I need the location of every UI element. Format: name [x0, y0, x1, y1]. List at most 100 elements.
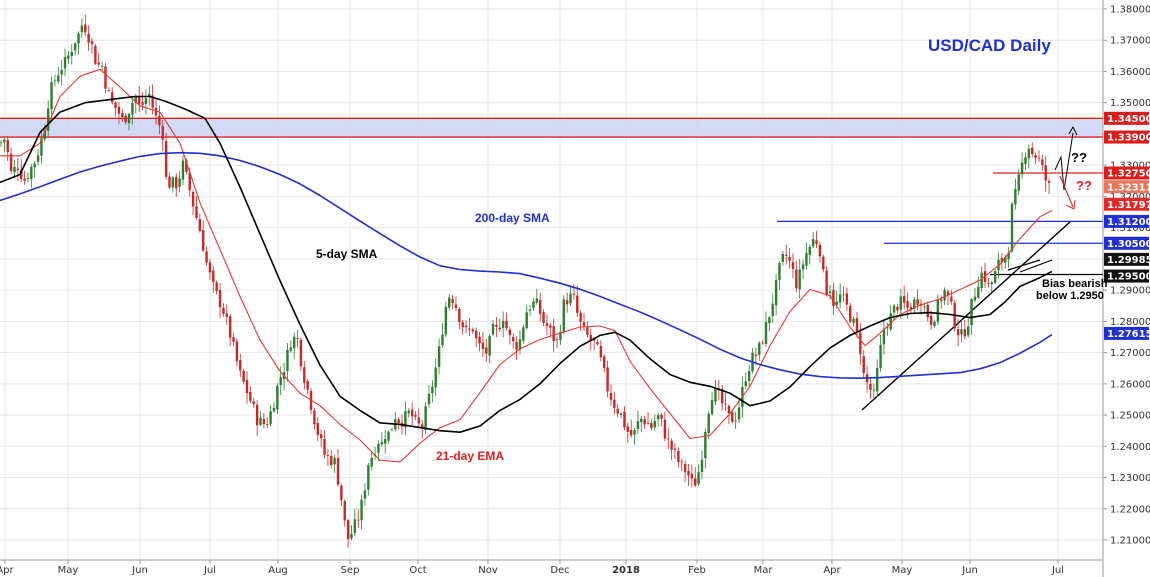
y-tick-label: 1.21000: [1110, 536, 1150, 547]
sma5-line: [0, 95, 1053, 433]
candle-body: [421, 424, 424, 429]
candle-body: [683, 464, 687, 473]
candle-body: [239, 360, 242, 371]
candle-body: [714, 387, 717, 402]
y-tick-label: 1.24000: [1110, 442, 1150, 453]
candle-body: [40, 138, 43, 156]
candle-body: [134, 96, 137, 104]
candle-body: [427, 393, 431, 405]
candle-body: [30, 166, 33, 179]
candle-body: [1027, 148, 1031, 159]
candle-body: [845, 293, 849, 305]
candle-body: [94, 45, 97, 64]
candle-body: [754, 354, 758, 356]
candle-body: [383, 438, 387, 444]
candle-body: [3, 139, 6, 143]
candle-body: [175, 176, 178, 189]
candle-body: [464, 325, 468, 328]
candle-body: [13, 166, 16, 173]
candle-body: [993, 271, 997, 283]
candle-body: [228, 316, 232, 338]
x-tick-label: Jun: [131, 565, 148, 576]
y-tick-label: 1.35000: [1110, 98, 1150, 109]
candle-body: [336, 457, 340, 485]
candle-body: [643, 419, 646, 425]
candle-body: [121, 113, 124, 117]
price-badge-label: 1.33900: [1107, 133, 1150, 144]
x-tick-label: Feb: [688, 565, 706, 576]
candle-body: [700, 459, 704, 472]
candle-body: [46, 108, 50, 131]
candle-body: [838, 294, 842, 303]
candle-body: [448, 297, 451, 308]
price-badge-box: [1104, 197, 1149, 211]
candle-body: [720, 388, 724, 404]
candle-body: [296, 337, 299, 339]
candle-body: [913, 299, 916, 310]
x-tick-label: Apr: [0, 565, 15, 576]
candle-body: [528, 309, 532, 311]
candle-body: [488, 336, 491, 356]
candle-body: [815, 240, 818, 245]
candle-body: [906, 301, 909, 308]
candle-body: [650, 423, 653, 429]
candle-body: [181, 160, 185, 180]
candle-body: [36, 155, 40, 162]
candle-body: [869, 383, 872, 390]
candle-body: [990, 282, 993, 285]
candle-body: [785, 254, 788, 256]
candle-body: [916, 299, 919, 305]
x-tick-label: May: [892, 565, 913, 576]
candle-body: [896, 306, 899, 311]
candle-body: [656, 415, 660, 420]
candle-body: [707, 413, 710, 434]
candle-body: [158, 115, 161, 126]
candle-body: [592, 338, 596, 341]
candle-body: [555, 339, 559, 341]
price-badge-label: 1.34500: [1107, 114, 1150, 125]
sma200-line: [0, 151, 1053, 379]
candle-body: [23, 178, 26, 181]
candle-body: [471, 329, 474, 332]
y-tick-label: 1.29000: [1110, 286, 1150, 297]
y-tick-label: 1.25000: [1110, 411, 1150, 422]
candle-body: [225, 313, 228, 317]
candle-body: [956, 329, 960, 336]
candle-body: [737, 407, 741, 420]
candle-body: [727, 405, 731, 414]
candle-body: [404, 411, 407, 428]
x-tick-label: Jul: [1051, 565, 1064, 576]
candle-body: [380, 441, 384, 445]
candle-body: [518, 339, 522, 350]
sma5-label: 5-day SMA: [316, 247, 378, 261]
candle-body: [485, 347, 488, 354]
candle-body: [232, 337, 235, 342]
candle-body: [124, 115, 127, 123]
candle-body: [1037, 157, 1041, 159]
candle-body: [208, 262, 212, 273]
candle-body: [313, 410, 316, 425]
candle-body: [272, 407, 276, 412]
candle-body: [370, 457, 373, 467]
candle-body: [926, 304, 929, 318]
candle-body: [437, 346, 441, 367]
candle-body: [458, 309, 461, 323]
candle-body: [1031, 147, 1034, 155]
candle-body: [946, 291, 950, 296]
candle-body: [410, 409, 414, 417]
candle-body: [801, 264, 805, 270]
candle-body: [744, 381, 747, 387]
candle-body: [292, 336, 296, 349]
candle-body: [252, 401, 255, 405]
candle-body: [198, 219, 202, 231]
candle-body: [609, 393, 613, 400]
candle-body: [606, 367, 609, 392]
price-badge-box: [1104, 111, 1149, 125]
candle-body: [6, 139, 9, 153]
scenario-arrow-down: [1059, 175, 1074, 208]
candle-body: [825, 270, 828, 295]
candle-body: [549, 325, 552, 328]
candle-body: [805, 253, 808, 266]
candle-body: [306, 381, 309, 390]
candle-body: [1047, 181, 1051, 183]
